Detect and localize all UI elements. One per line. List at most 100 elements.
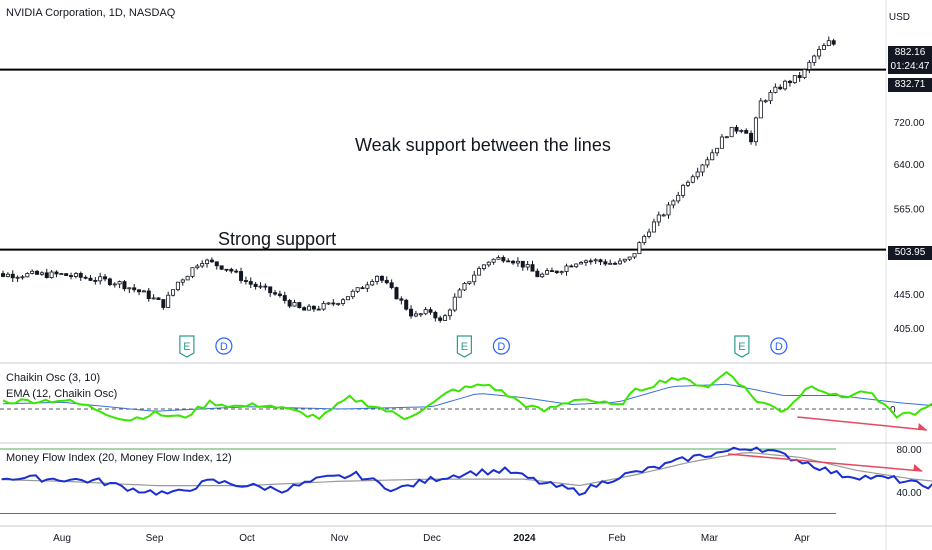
candle-down (69, 275, 74, 277)
candle-up (481, 264, 486, 269)
candle-up (166, 294, 171, 308)
candle-up (710, 152, 715, 161)
price-tick-label: 720.00 (894, 118, 925, 129)
candle-down (433, 311, 438, 319)
dividend-marker-icon (492, 337, 510, 355)
candle-up (205, 259, 210, 264)
candle-up (5, 273, 10, 277)
candle-up (486, 261, 491, 266)
resistance-level-tag: 832.71 (888, 78, 932, 92)
candle-up (627, 256, 632, 260)
chaikin-ema-title: EMA (12, Chaikin Osc) (6, 388, 118, 400)
candle-up (671, 200, 676, 206)
dividend-marker-label: D (497, 341, 505, 353)
candle-up (642, 235, 647, 244)
candle-down (273, 292, 278, 295)
dividend-marker-icon (215, 337, 233, 355)
candle-up (127, 287, 132, 290)
time-axis-label: Oct (239, 533, 255, 544)
candle-up (656, 214, 661, 223)
candle-up (350, 290, 355, 298)
annotation-strong-support: Strong support (218, 229, 336, 249)
candle-down (146, 290, 151, 300)
dividend-marker-icon (770, 337, 788, 355)
candle-up (472, 274, 477, 283)
candle-up (375, 275, 380, 282)
candle-up (817, 49, 822, 57)
candle-up (73, 273, 78, 277)
candle-down (438, 317, 443, 321)
price-tick-label: 445.00 (894, 290, 925, 301)
candle-up (447, 309, 452, 317)
candle-up (200, 263, 205, 267)
mfi-tick-label: 80.00 (896, 445, 921, 456)
last-price-tag: 882.16 (888, 46, 932, 60)
candle-down (229, 268, 234, 272)
time-axis-label: Sep (146, 533, 164, 544)
candle-down (506, 260, 511, 263)
candle-up (783, 80, 788, 90)
candle-up (117, 281, 122, 285)
candle-down (234, 270, 239, 273)
chaikin-divergence-arrow (797, 416, 927, 431)
candle-up (632, 253, 637, 258)
candle-up (637, 242, 642, 255)
candle-down (297, 302, 302, 308)
candle-up (768, 92, 773, 102)
candle-down (263, 285, 268, 288)
candle-down (224, 268, 229, 271)
mfi-arrowhead-icon (913, 464, 923, 471)
time-axis-label: Aug (53, 533, 71, 544)
candle-down (384, 279, 389, 284)
candle-up (685, 181, 690, 186)
candle-up (195, 265, 200, 269)
candle-down (132, 287, 137, 291)
candle-down (749, 132, 754, 143)
countdown-tag: 01:24:47 (888, 60, 932, 74)
candle-up (540, 273, 545, 278)
mfi-title: Money Flow Index (20, Money Flow Index, … (6, 452, 232, 464)
candle-down (501, 257, 506, 262)
chaikin-title: Chaikin Osc (3, 10) (6, 372, 101, 384)
earnings-marker-label: E (461, 341, 468, 353)
candle-down (83, 276, 88, 279)
candle-down (399, 298, 404, 301)
candle-down (797, 75, 802, 78)
candle-down (331, 302, 336, 305)
candle-down (156, 297, 161, 300)
candle-up (593, 259, 598, 262)
candle-up (773, 86, 778, 93)
candle-down (379, 275, 384, 281)
candle-down (734, 126, 739, 132)
candle-up (413, 313, 418, 317)
support-level-tag: 503.95 (888, 246, 932, 260)
earnings-marker-icon (456, 335, 472, 358)
candle-down (214, 261, 219, 267)
candle-up (321, 303, 326, 310)
candle-up (180, 279, 185, 283)
candle-down (311, 305, 316, 310)
candle-up (690, 176, 695, 183)
candle-down (268, 286, 273, 294)
candle-down (122, 281, 127, 290)
chart-title: NVIDIA Corporation, 1D, NASDAQ (6, 7, 176, 19)
candle-up (700, 164, 705, 173)
candle-down (88, 277, 93, 281)
mfi-divergence-arrow (727, 453, 923, 472)
candle-up (25, 273, 30, 278)
price-tick-label: 565.00 (894, 205, 925, 216)
candle-up (758, 100, 763, 119)
candle-up (423, 309, 428, 315)
candle-down (161, 299, 166, 308)
candle-up (355, 287, 360, 292)
candle-down (243, 280, 248, 282)
candle-up (477, 268, 482, 276)
candle-up (715, 147, 720, 154)
time-axis-label: Feb (608, 533, 626, 544)
candle-up (826, 40, 831, 46)
candle-down (549, 270, 554, 272)
candle-down (598, 259, 603, 263)
candle-up (457, 289, 462, 298)
candle-up (20, 276, 25, 279)
